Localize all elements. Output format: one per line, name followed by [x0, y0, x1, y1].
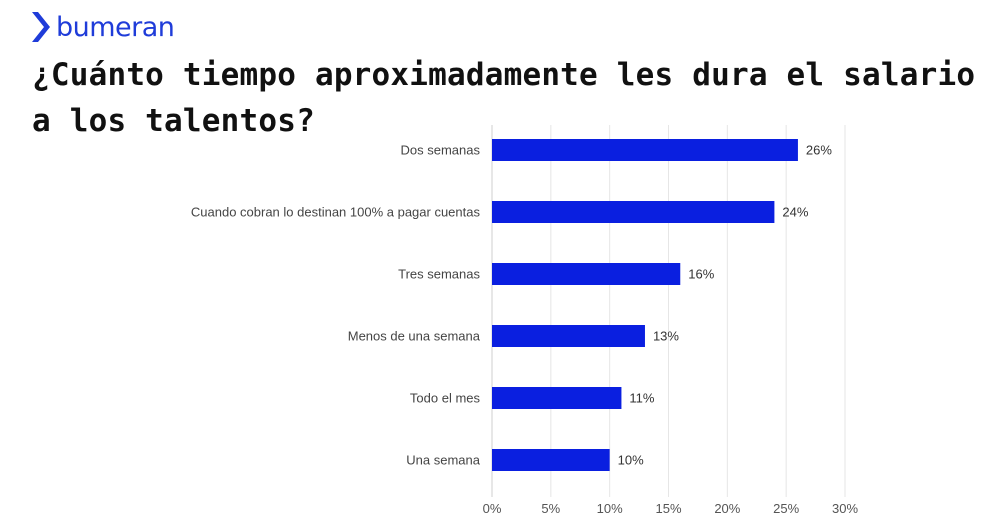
category-label: Tres semanas [398, 267, 480, 282]
bar [492, 201, 775, 223]
bar [492, 139, 798, 161]
x-tick-label: 30% [832, 501, 858, 516]
category-label: Una semana [406, 453, 480, 468]
chart-title: ¿Cuánto tiempo aproximadamente les dura … [32, 57, 976, 139]
value-label: 26% [806, 143, 832, 158]
x-tick-label: 15% [655, 501, 681, 516]
value-label: 24% [782, 205, 808, 220]
x-tick-label: 20% [714, 501, 740, 516]
x-tick-label: 0% [483, 501, 502, 516]
value-label: 11% [629, 391, 654, 406]
x-tick-label: 25% [773, 501, 799, 516]
bars [492, 139, 798, 471]
brand-name: bumeran [56, 11, 175, 43]
bar [492, 263, 681, 285]
bar [492, 325, 645, 347]
x-tick-label: 10% [597, 501, 623, 516]
value-label: 13% [653, 329, 679, 344]
category-label: Menos de una semana [348, 329, 481, 344]
value-label: 10% [618, 453, 644, 468]
x-tick-label: 5% [541, 501, 560, 516]
bumeran-chevron-icon [32, 12, 50, 42]
category-label: Dos semanas [401, 143, 481, 158]
value-label: 16% [688, 267, 714, 282]
category-label: Cuando cobran lo destinan 100% a pagar c… [191, 205, 481, 220]
bar [492, 449, 610, 471]
labels: 0% 5% 10% 15% 20% 25% 30% Dos semanas 26% Cuando … [191, 143, 859, 517]
bumeran-logo: bumeran [30, 10, 175, 44]
bar [492, 387, 622, 409]
grid-lines [491, 125, 846, 497]
category-label: Todo el mes [410, 391, 481, 406]
